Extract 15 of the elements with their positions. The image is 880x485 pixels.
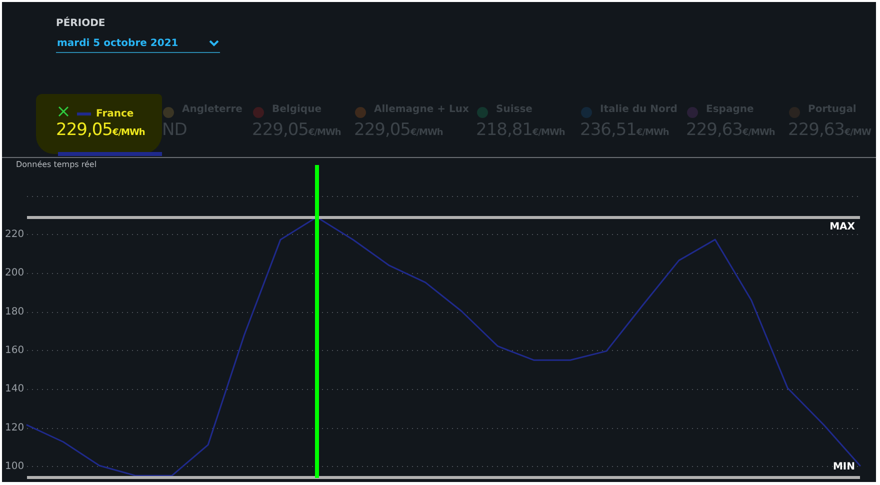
text: mardi 5 octobre 2021 [57, 38, 178, 49]
y-tick-label: 100 [5, 460, 24, 472]
text: 229,05€/MWh [56, 120, 145, 140]
line-series [26, 216, 861, 476]
text: PÉRIODE [56, 18, 106, 29]
legend-label: France [96, 108, 134, 120]
y-tick-label: 200 [5, 268, 24, 279]
ref-line-label: MIN [832, 462, 855, 473]
y-tick-label: 220 [5, 229, 24, 240]
annotation: Données temps réel [16, 160, 97, 169]
y-tick-label: 160 [5, 344, 24, 356]
ref-line-label: MAX [830, 222, 856, 233]
y-tick-label: 120 [5, 422, 24, 434]
y-tick-label: 180 [5, 306, 24, 318]
y-tick-label: 140 [5, 384, 24, 395]
